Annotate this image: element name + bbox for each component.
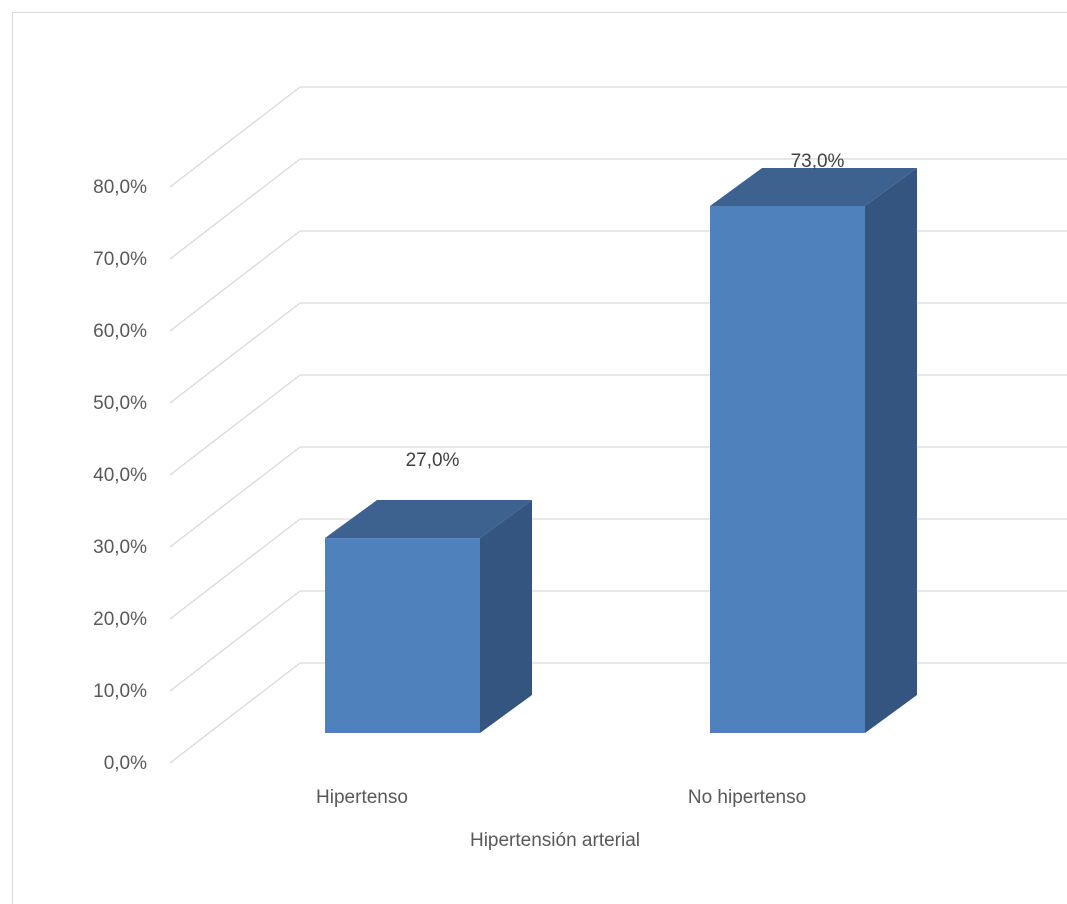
y-axis-ticks: 0,0% 10,0% 20,0% 30,0% 40,0% 50,0% 60,0% 70,0% 8…: [93, 177, 147, 774]
y-tick-label: 30,0%: [93, 537, 147, 558]
gridlines: [169, 86, 1067, 764]
data-label: 73,0%: [791, 151, 845, 172]
data-labels: 27,0% 73,0%: [406, 151, 845, 471]
x-axis-title: Hipertensión arterial: [470, 830, 640, 851]
gridline-side: [169, 518, 301, 620]
gridline-side: [169, 374, 301, 476]
x-category-label: Hipertenso: [316, 787, 408, 808]
x-axis-categories: Hipertenso No hipertenso: [316, 787, 806, 808]
bar-side: [480, 500, 532, 733]
gridline-side: [169, 302, 301, 404]
bar-side: [865, 167, 917, 733]
y-tick-label: 80,0%: [93, 177, 147, 198]
y-tick-label: 70,0%: [93, 249, 147, 270]
y-tick-label: 0,0%: [104, 753, 147, 774]
x-category-label: No hipertenso: [688, 787, 806, 808]
data-label: 27,0%: [406, 450, 460, 471]
bar-hipertenso: [325, 538, 480, 733]
y-tick-label: 10,0%: [93, 681, 147, 702]
y-tick-label: 50,0%: [93, 393, 147, 414]
gridline-side: [169, 590, 301, 692]
y-tick-label: 60,0%: [93, 321, 147, 342]
gridline-side: [169, 230, 301, 332]
y-tick-label: 20,0%: [93, 609, 147, 630]
gridline-side: [169, 158, 301, 260]
gridline-side: [169, 86, 301, 188]
bar-top: [710, 167, 917, 206]
gridline-side: [169, 662, 301, 764]
bars: [325, 167, 917, 733]
bar-top: [325, 500, 532, 539]
bar-no-hipertenso: [710, 205, 865, 733]
y-tick-label: 40,0%: [93, 465, 147, 486]
gridline-side: [169, 446, 301, 548]
